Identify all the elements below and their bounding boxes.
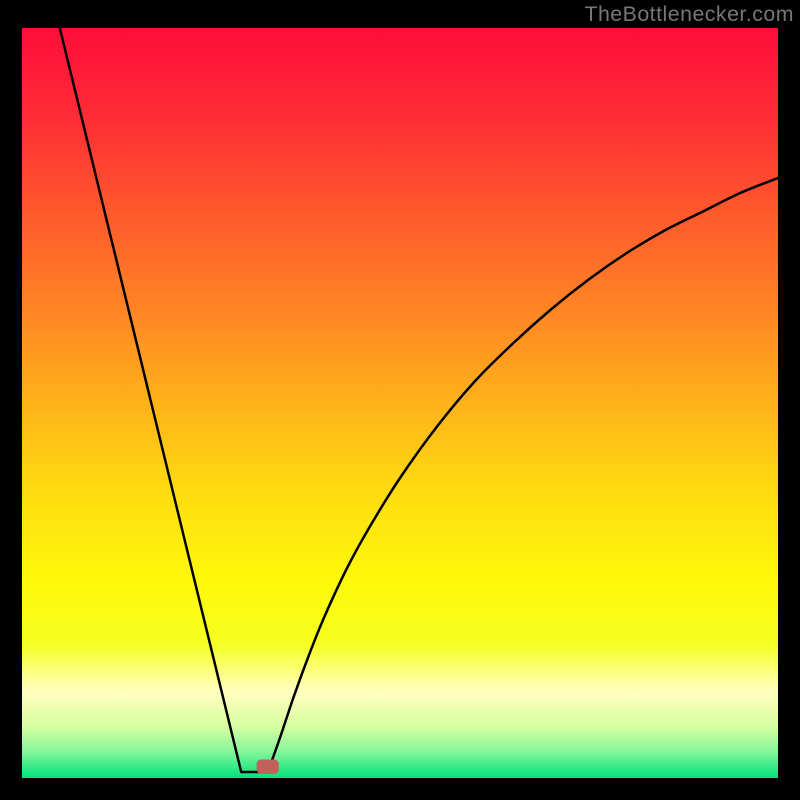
gradient-background <box>22 28 778 778</box>
watermark-text: TheBottlenecker.com <box>584 2 794 27</box>
chart-container: TheBottlenecker.com <box>0 0 800 800</box>
optimal-point-marker <box>257 760 278 774</box>
plot-svg <box>22 28 778 778</box>
plot-area <box>22 28 778 778</box>
